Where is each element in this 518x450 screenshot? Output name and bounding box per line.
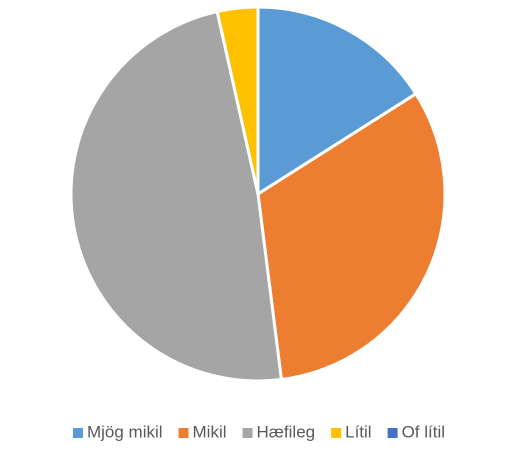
legend-label: Lítil	[345, 422, 371, 441]
legend-swatch	[178, 428, 189, 438]
pie	[69, 5, 447, 383]
legend-label: Mikil	[193, 422, 227, 441]
legend-label: Hæfileg	[257, 422, 316, 441]
legend-swatch	[387, 428, 398, 438]
legend: Mjög mikil Mikil Hæfileg Lítil Of lítil	[72, 422, 445, 441]
pie-slice	[69, 10, 283, 383]
pie-slice	[256, 5, 418, 196]
legend-label: Mjög mikil	[87, 422, 163, 441]
legend-swatch	[242, 428, 253, 438]
pie-slice	[256, 92, 447, 382]
legend-label: Of lítil	[402, 422, 445, 441]
legend-swatch	[331, 428, 342, 438]
legend-swatch	[72, 428, 83, 438]
